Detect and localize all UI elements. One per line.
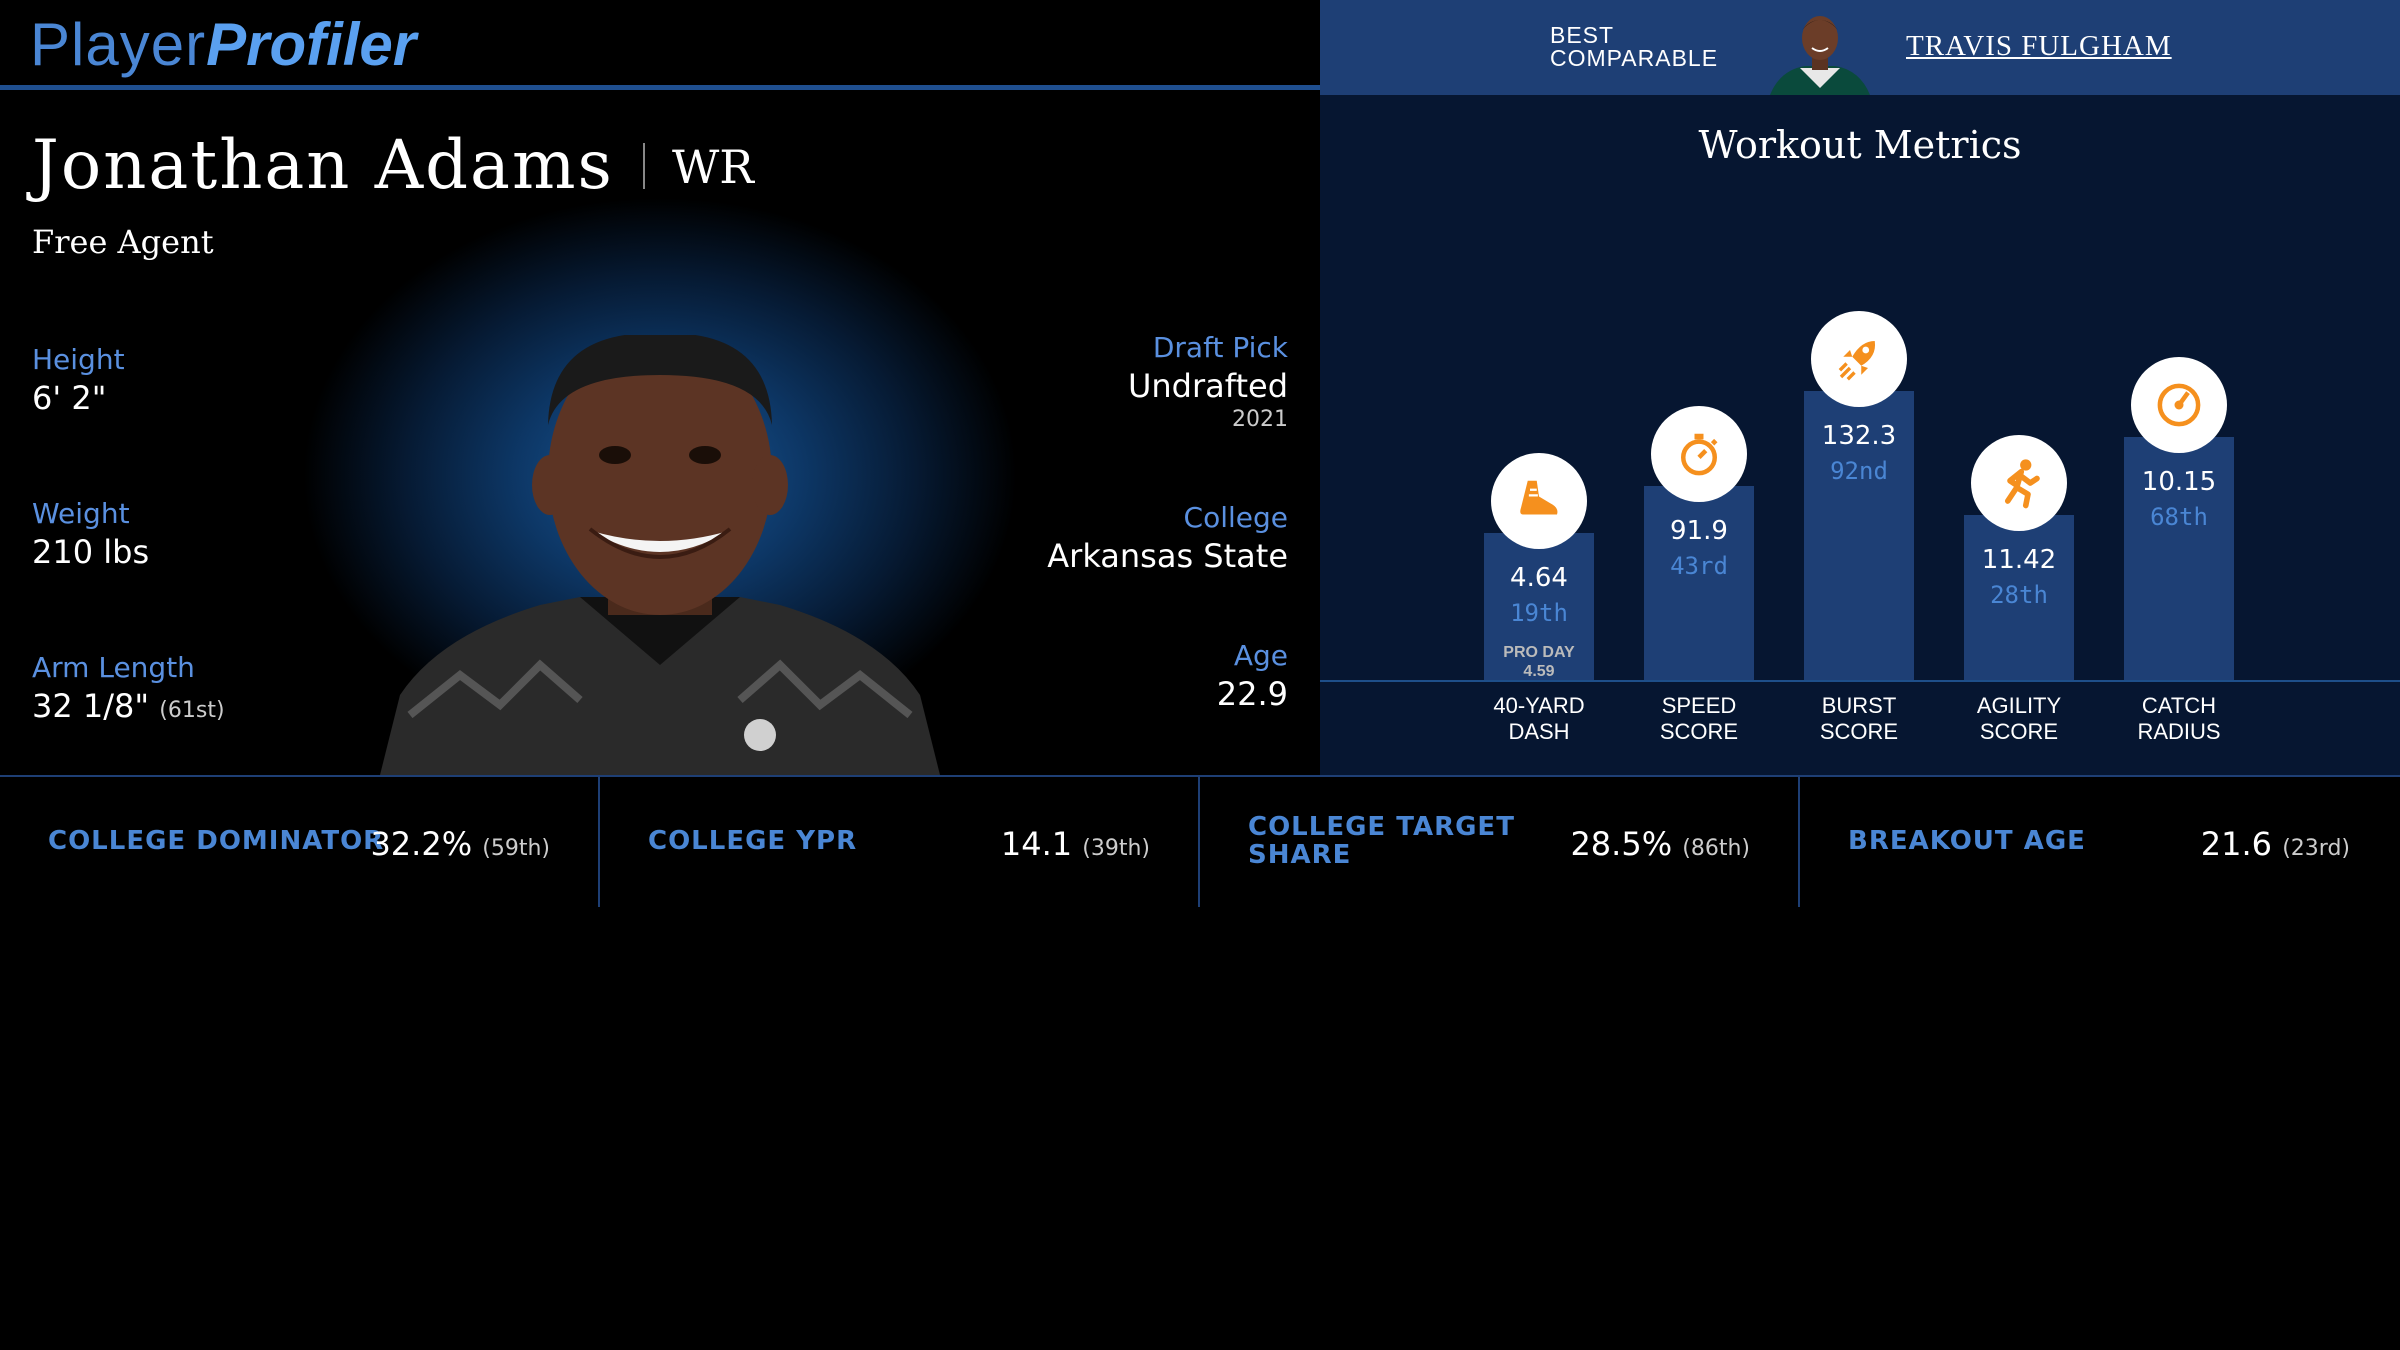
- college-value: Arkansas State: [1047, 537, 1288, 575]
- bar-40-yard-dash[interactable]: [1484, 533, 1594, 680]
- site-logo[interactable]: PlayerProfiler: [30, 10, 416, 80]
- speed-value: 91.9: [1670, 516, 1728, 546]
- speed-rank: 43rd: [1670, 552, 1728, 580]
- metric-value: 32.2% (59th): [370, 825, 550, 863]
- weight-label: Weight: [32, 497, 130, 530]
- catch-value: 10.15: [2141, 467, 2217, 497]
- weight-value: 210 lbs: [32, 533, 150, 571]
- forty-label: 40-YARD DASH: [1493, 693, 1585, 744]
- player-name: Jonathan Adams: [32, 126, 614, 204]
- arm-length-value: 32 1/8" (61st): [32, 687, 225, 725]
- metric-label: BREAKOUT AGE: [1848, 826, 2086, 856]
- arm-length-label: Arm Length: [32, 651, 195, 684]
- metric-college-dominator[interactable]: COLLEGE DOMINATOR 32.2% (59th): [0, 777, 600, 907]
- player-photo: [380, 335, 940, 775]
- metric-number: 21.6: [2200, 825, 2273, 863]
- metric-percentile: (86th): [1682, 836, 1750, 861]
- metric-divider: [1798, 777, 1800, 907]
- draft-pick-label: Draft Pick: [1152, 331, 1288, 364]
- draft-pick-value: Undrafted: [1127, 367, 1288, 405]
- player-profile-panel: Jonathan Adams WR Free Agent Height 6' 2…: [0, 95, 1320, 775]
- metric-breakout-age[interactable]: BREAKOUT AGE 21.6 (23rd): [1800, 777, 2400, 907]
- height-label: Height: [32, 343, 125, 376]
- shoe-icon: [1520, 480, 1558, 515]
- bar-catch-radius[interactable]: [2124, 437, 2234, 680]
- target-icon-badge: [2131, 357, 2227, 453]
- bar-burst-score[interactable]: [1804, 391, 1914, 680]
- pro-day-value: 4.59: [1523, 663, 1555, 680]
- player-team: Free Agent: [32, 223, 214, 261]
- best-comparable-bar: BEST COMPARABLE TRAVIS FULGHAM: [1320, 0, 2400, 95]
- catch-label: CATCH RADIUS: [2137, 693, 2221, 744]
- burst-rank: 92nd: [1830, 457, 1888, 485]
- workout-metrics-title: Workout Metrics: [1698, 123, 2022, 167]
- arm-length-percentile: (61st): [159, 698, 225, 723]
- metric-divider: [1198, 777, 1200, 907]
- chart-baseline: [1320, 680, 2400, 682]
- speed-label: SPEED SCORE: [1659, 693, 1739, 744]
- forty-rank: 19th: [1510, 599, 1568, 627]
- comparable-player-link[interactable]: TRAVIS FULGHAM: [1906, 30, 2172, 62]
- best-comparable-label: BEST COMPARABLE: [1550, 22, 1719, 71]
- burst-label: BURST SCORE: [1819, 693, 1899, 744]
- agility-rank: 28th: [1990, 581, 2048, 609]
- metric-label: COLLEGE YPR: [648, 826, 858, 856]
- catch-rank: 68th: [2150, 503, 2208, 531]
- college-label: College: [1183, 501, 1288, 534]
- stopwatch-icon-badge: [1651, 406, 1747, 502]
- metric-value: 14.1 (39th): [1001, 825, 1150, 863]
- workout-metrics-panel: Workout Metrics 4.64 19th PRO DAY 4.59 4…: [1320, 95, 2400, 775]
- bar-agility-score[interactable]: [1964, 515, 2074, 680]
- metric-percentile: (39th): [1082, 836, 1150, 861]
- metric-percentile: (59th): [482, 836, 550, 861]
- header-bar: PlayerProfiler: [0, 0, 1320, 90]
- metric-number: 14.1: [1000, 825, 1073, 863]
- target-icon: [2157, 383, 2201, 427]
- logo-profiler-text: Profiler: [206, 11, 417, 78]
- stopwatch-icon: [1681, 433, 1718, 476]
- bar-speed-score[interactable]: [1644, 486, 1754, 680]
- metric-divider: [598, 777, 600, 907]
- comparable-player-photo: [1770, 16, 1870, 95]
- rocket-icon-badge: [1811, 311, 1907, 407]
- metric-label: COLLEGE DOMINATOR: [48, 826, 385, 856]
- draft-year: 2021: [1232, 407, 1288, 432]
- arm-length-number: 32 1/8": [32, 687, 150, 725]
- age-value: 22.9: [1216, 675, 1288, 713]
- rocket-icon: [1838, 341, 1876, 381]
- logo-player-text: Player: [30, 11, 207, 78]
- runner-icon: [2004, 459, 2040, 509]
- metric-percentile: (23rd): [2282, 836, 2350, 861]
- metric-college-target-share[interactable]: COLLEGE TARGET SHARE 28.5% (86th): [1200, 777, 1800, 907]
- metric-number: 32.2%: [370, 825, 473, 863]
- age-label: Age: [1233, 639, 1288, 672]
- metric-value: 28.5% (86th): [1570, 825, 1750, 863]
- runner-icon-badge: [1971, 435, 2067, 531]
- metric-college-ypr[interactable]: COLLEGE YPR 14.1 (39th): [600, 777, 1200, 907]
- shoe-icon-badge: [1491, 453, 1587, 549]
- metric-number: 28.5%: [1570, 825, 1673, 863]
- metric-label: COLLEGE TARGET SHARE: [1248, 812, 1515, 870]
- pro-day-label: PRO DAY: [1503, 644, 1575, 661]
- college-metrics-row: COLLEGE DOMINATOR 32.2% (59th) COLLEGE Y…: [0, 775, 2400, 907]
- player-position: WR: [672, 140, 754, 194]
- agility-label: AGILITY SCORE: [1976, 693, 2062, 744]
- forty-value: 4.64: [1510, 563, 1568, 593]
- burst-value: 132.3: [1821, 421, 1897, 451]
- metric-value: 21.6 (23rd): [2201, 825, 2350, 863]
- name-divider: [643, 143, 645, 189]
- agility-value: 11.42: [1981, 545, 2057, 575]
- height-value: 6' 2": [32, 379, 107, 417]
